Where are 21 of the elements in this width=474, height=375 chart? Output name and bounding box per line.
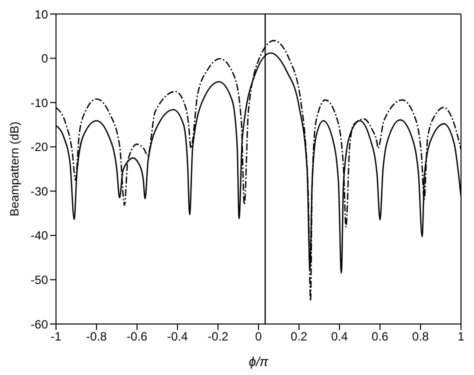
y-axis-title: Beampattern (dB) [7,122,22,216]
x-tick-label: 0.6 [372,330,389,344]
y-tick-label: -60 [30,317,48,332]
y-tick-label: -10 [30,96,48,110]
y-tick-label: -40 [30,228,48,243]
x-tick-label: 1 [458,330,465,344]
y-tick-label: -20 [30,140,48,154]
x-tick-label: 0.8 [412,330,430,344]
x-tick-label: 0 [255,330,262,344]
x-axis-title: ϕ/π [248,354,269,369]
y-tick-label: -30 [30,184,48,198]
x-tick-label: -1 [50,330,62,344]
x-tick-label: -0.6 [126,330,148,344]
x-tick-label: 0.2 [290,330,308,344]
x-tick-label: -0.4 [167,330,188,344]
x-tick-label: 0.4 [331,330,348,344]
x-tick-label: -0.2 [208,330,229,344]
y-tick-label: -50 [30,272,48,287]
x-tick-label: -0.8 [86,330,108,344]
y-tick-label: 0 [41,52,48,66]
y-tick-label: 10 [34,7,48,22]
